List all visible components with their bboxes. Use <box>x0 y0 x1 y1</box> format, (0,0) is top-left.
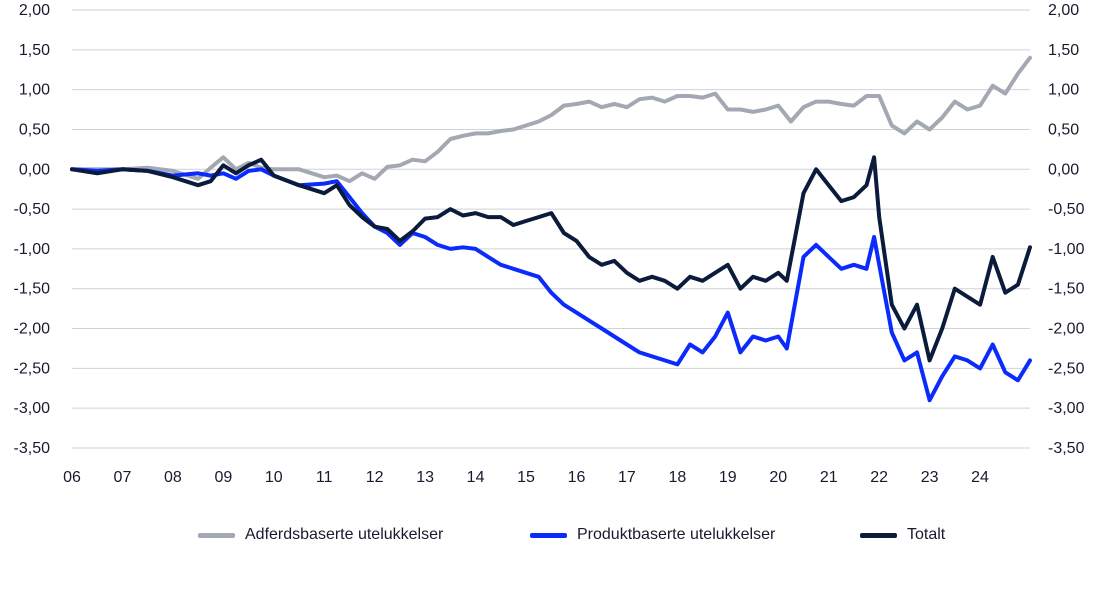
y-tick-label-left: 0,50 <box>19 121 50 138</box>
y-tick-label-right: 1,00 <box>1048 82 1079 99</box>
series-line-adferdsbaserte <box>70 55 1032 184</box>
x-tick-label: 19 <box>719 469 737 486</box>
x-tick-label: 06 <box>63 469 81 486</box>
x-tick-label: 23 <box>921 469 939 486</box>
y-tick-label-left: 1,50 <box>19 42 50 59</box>
legend-label-adferdsbaserte: Adferdsbaserte utelukkelser <box>245 526 444 543</box>
series-line-totalt <box>70 155 1032 363</box>
x-tick-label: 09 <box>214 469 232 486</box>
y-tick-label-left: -3,50 <box>14 440 51 457</box>
x-tick-label: 10 <box>265 469 283 486</box>
x-tick-label: 13 <box>416 469 434 486</box>
legend: Adferdsbaserte utelukkelser Produktbaser… <box>0 520 1099 550</box>
y-tick-label-left: 0,00 <box>19 161 50 178</box>
y-tick-label-right: -0,50 <box>1048 201 1085 218</box>
y-tick-label-right: -1,50 <box>1048 281 1085 298</box>
y-tick-label-left: -2,00 <box>14 321 51 338</box>
legend-item-produktbaserte: Produktbaserte utelukkelser <box>530 520 775 550</box>
y-tick-label-right: -2,00 <box>1048 321 1085 338</box>
y-tick-label-right: -3,00 <box>1048 400 1085 417</box>
y-axis-right: 2,00 1,50 1,00 0,50 0,00 -0,50 -1,00 -1,50 -2,00… <box>1048 2 1085 457</box>
x-tick-label: 08 <box>164 469 182 486</box>
y-tick-label-right: 1,50 <box>1048 42 1079 59</box>
y-tick-label-right: -3,50 <box>1048 440 1085 457</box>
legend-label-produktbaserte: Produktbaserte utelukkelser <box>577 526 776 543</box>
x-tick-label: 14 <box>467 469 485 486</box>
x-tick-label: 12 <box>366 469 384 486</box>
x-tick-label: 15 <box>517 469 535 486</box>
line-chart: 2,00 1,50 1,00 0,50 0,00 -0,50 -1,00 -1,50 -2,00… <box>14 2 1085 486</box>
y-tick-label-left: 2,00 <box>19 2 50 19</box>
gridlines <box>72 9 1030 449</box>
legend-item-adferdsbaserte: Adferdsbaserte utelukkelser <box>198 520 443 550</box>
x-tick-label: 07 <box>114 469 132 486</box>
y-tick-label-left: 1,00 <box>19 82 50 99</box>
y-tick-label-right: 0,50 <box>1048 121 1079 138</box>
legend-item-totalt: Totalt <box>860 520 945 550</box>
x-tick-label: 17 <box>618 469 636 486</box>
y-tick-label-right: -2,50 <box>1048 360 1085 377</box>
y-tick-label-right: 2,00 <box>1048 2 1079 19</box>
x-tick-label: 20 <box>769 469 787 486</box>
x-tick-label: 24 <box>971 469 989 486</box>
y-tick-label-left: -3,00 <box>14 400 51 417</box>
y-axis-left: 2,00 1,50 1,00 0,50 0,00 -0,50 -1,00 -1,50 -2,00… <box>14 2 51 457</box>
x-tick-label: 16 <box>568 469 586 486</box>
y-tick-label-left: -0,50 <box>14 201 51 218</box>
legend-swatch-produktbaserte <box>530 532 567 538</box>
x-tick-label: 21 <box>820 469 838 486</box>
legend-label-totalt: Totalt <box>907 526 946 543</box>
y-tick-label-left: -1,00 <box>14 241 51 258</box>
legend-swatch-totalt <box>860 532 897 538</box>
x-tick-label: 18 <box>668 469 686 486</box>
series-line-produktbaserte <box>70 167 1032 403</box>
y-tick-label-left: -1,50 <box>14 281 51 298</box>
x-tick-label: 11 <box>316 469 333 486</box>
legend-swatch-adferdsbaserte <box>198 532 235 538</box>
y-tick-label-right: -1,00 <box>1048 241 1085 258</box>
series-lines <box>70 55 1032 403</box>
x-axis: 06 07 08 09 10 11 12 13 14 15 16 17 18 19 20 21 22 23 24 <box>63 469 989 486</box>
x-tick-label: 22 <box>870 469 888 486</box>
y-tick-label-right: 0,00 <box>1048 161 1079 178</box>
y-tick-label-left: -2,50 <box>14 360 51 377</box>
